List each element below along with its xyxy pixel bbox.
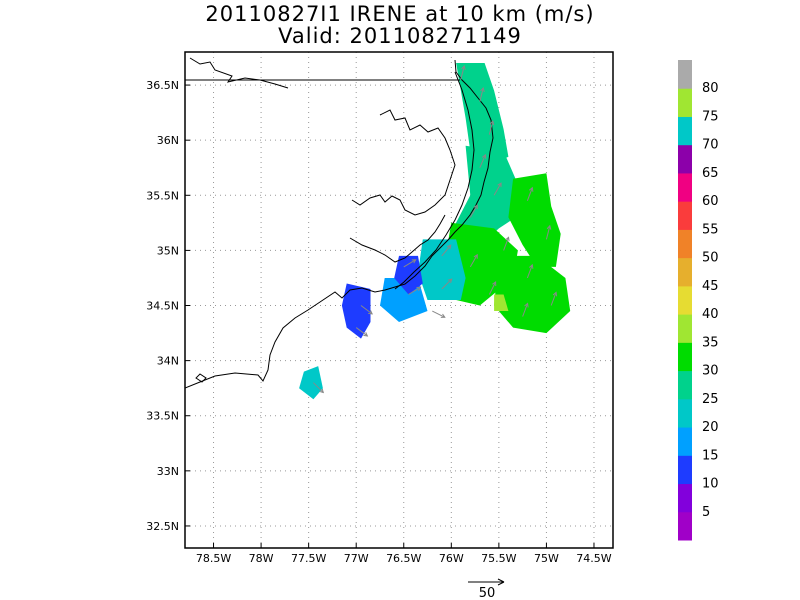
wind-vector bbox=[550, 291, 558, 306]
colorbar-swatch bbox=[678, 370, 692, 400]
wind-vector bbox=[488, 120, 495, 135]
coastline-mainland bbox=[185, 57, 494, 389]
colorbar: 5 10 15 20 25 30 35 40 45 50 55 60 65 70 75 80 bbox=[678, 60, 719, 541]
colorbar-label: 10 bbox=[702, 477, 719, 492]
y-tick-label: 32.5N bbox=[146, 520, 179, 533]
y-tick-label: 36.5N bbox=[146, 79, 179, 92]
y-tick-label: 33N bbox=[157, 465, 179, 478]
wind-region-cape-lookout-blue bbox=[341, 283, 371, 339]
wind-vector bbox=[469, 204, 478, 218]
plot-frame bbox=[184, 51, 614, 549]
wind-vector bbox=[479, 87, 485, 102]
x-tick-label: 77W bbox=[344, 552, 369, 565]
colorbar-swatch bbox=[678, 88, 692, 117]
x-tick-label: 76.5W bbox=[386, 552, 421, 565]
colorbar-label: 70 bbox=[702, 138, 719, 153]
colorbar-label: 20 bbox=[702, 420, 719, 435]
colorbar-swatch bbox=[678, 342, 692, 372]
colorbar-label: 50 bbox=[702, 251, 719, 266]
colorbar-label: 35 bbox=[702, 335, 719, 350]
x-tick-label: 78.5W bbox=[196, 552, 231, 565]
wind-vector bbox=[460, 64, 466, 80]
colorbar-swatch bbox=[678, 314, 692, 343]
reference-vector-label: 50 bbox=[479, 586, 496, 600]
x-tick-label: 74.5W bbox=[576, 552, 611, 565]
colorbar-swatch bbox=[678, 257, 692, 287]
y-tick-label: 34N bbox=[157, 355, 179, 368]
colorbar-swatch bbox=[678, 427, 692, 456]
pamlico-sound-shore bbox=[349, 109, 456, 263]
y-tick-label: 34.5N bbox=[146, 300, 179, 313]
y-tick-label: 33.5N bbox=[146, 410, 179, 423]
wind-region-pamlico-teal-west bbox=[418, 239, 466, 300]
colorbar-swatch bbox=[678, 144, 692, 174]
wind-vectors bbox=[313, 64, 558, 394]
axes: 78.5W 78W 77.5W 77W 76.5W 76W 75.5W 75W 74.5W 36.… bbox=[146, 79, 612, 565]
wind-vector bbox=[493, 182, 502, 196]
colorbar-label: 30 bbox=[702, 364, 719, 379]
y-tick-label: 35.5N bbox=[146, 189, 179, 202]
colorbar-swatch bbox=[678, 455, 692, 485]
colorbar-label: 40 bbox=[702, 307, 719, 322]
wind-vector bbox=[355, 327, 369, 337]
colorbar-swatch bbox=[678, 229, 692, 259]
reference-vector: 50 bbox=[468, 578, 505, 600]
wind-vector bbox=[526, 186, 534, 201]
colorbar-label: 45 bbox=[702, 279, 719, 294]
y-tick-label: 35N bbox=[157, 244, 179, 257]
colorbar-label: 60 bbox=[702, 194, 719, 209]
reference-vector-arrowhead bbox=[497, 578, 505, 586]
colorbar-label: 75 bbox=[702, 109, 719, 124]
colorbar-label: 80 bbox=[702, 81, 719, 96]
colorbar-swatch bbox=[678, 172, 692, 202]
x-tick-label: 78W bbox=[249, 552, 274, 565]
chart-title: 20110827I1 IRENE at 10 km (m/s) bbox=[205, 2, 595, 26]
wind-region-hatteras-green bbox=[508, 173, 561, 267]
wind-speed-field bbox=[299, 63, 571, 400]
colorbar-swatch bbox=[678, 511, 692, 541]
wind-vector bbox=[408, 286, 422, 295]
wind-region-offshore-green bbox=[494, 255, 571, 334]
wind-vector bbox=[503, 236, 510, 251]
wind-vector bbox=[545, 224, 552, 240]
wind-vector bbox=[441, 278, 453, 290]
colorbar-swatch bbox=[678, 285, 692, 315]
wind-vector bbox=[526, 263, 534, 279]
colorbar-label: 55 bbox=[702, 222, 719, 237]
wind-vector bbox=[522, 302, 529, 317]
wind-vector bbox=[479, 153, 487, 168]
colorbar-label: 15 bbox=[702, 448, 719, 463]
x-tick-label: 75W bbox=[534, 552, 559, 565]
wind-vector bbox=[403, 259, 417, 268]
wind-region-lime-spot bbox=[494, 294, 509, 311]
x-tick-label: 77.5W bbox=[291, 552, 326, 565]
wind-vector bbox=[488, 281, 497, 295]
wind-vector bbox=[469, 253, 478, 268]
wind-vector bbox=[313, 382, 325, 394]
wind-vector bbox=[360, 305, 373, 315]
cape-fear-point bbox=[195, 373, 207, 383]
wind-region-cape-fear-blue bbox=[299, 366, 323, 400]
colorbar-label: 25 bbox=[702, 392, 719, 407]
chart-subtitle: Valid: 201108271149 bbox=[278, 24, 522, 48]
y-tick-label: 36N bbox=[157, 134, 179, 147]
outer-banks-coast bbox=[394, 71, 475, 290]
x-tick-label: 75.5W bbox=[481, 552, 516, 565]
x-tick-label: 76W bbox=[439, 552, 464, 565]
colorbar-swatch bbox=[678, 60, 692, 89]
colorbar-swatch bbox=[678, 398, 692, 428]
coastline-map bbox=[185, 57, 494, 389]
wind-vector bbox=[441, 244, 452, 257]
wind-vector bbox=[432, 310, 446, 318]
colorbar-swatch bbox=[678, 201, 692, 230]
colorbar-swatch bbox=[678, 116, 692, 146]
wind-region-outer-banks-north bbox=[456, 63, 509, 168]
colorbar-label: 65 bbox=[702, 166, 719, 181]
colorbar-swatch bbox=[678, 483, 692, 513]
colorbar-label: 5 bbox=[702, 505, 710, 520]
